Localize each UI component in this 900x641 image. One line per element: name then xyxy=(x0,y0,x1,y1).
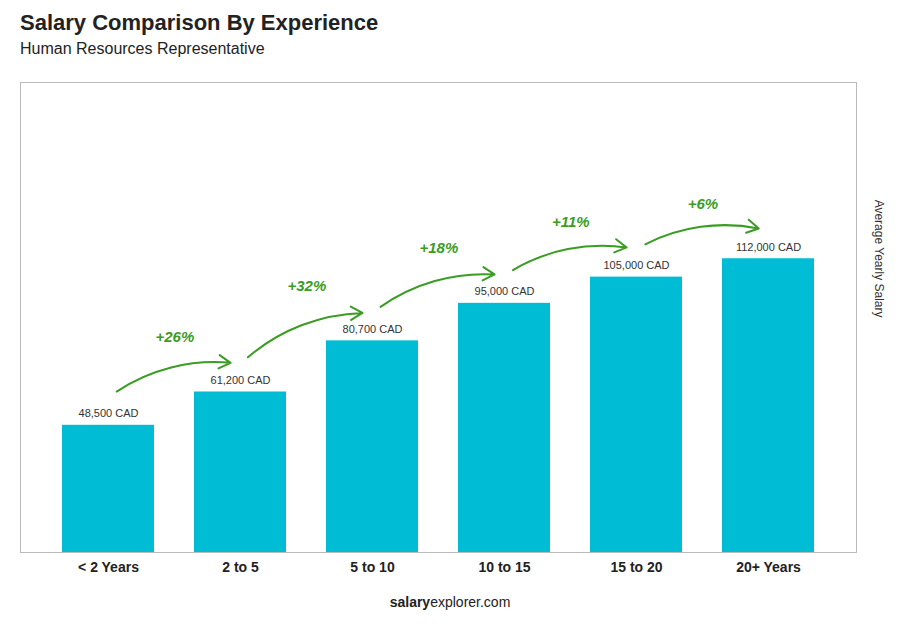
svg-text:5 to 10: 5 to 10 xyxy=(350,559,395,575)
svg-text:+26%: +26% xyxy=(155,328,194,345)
svg-text:105,000 CAD: 105,000 CAD xyxy=(603,259,669,271)
html-text:Salary Comparison By Experienc: Salary Comparison By Experience xyxy=(20,10,379,35)
svg-text:< 2 Years: < 2 Years xyxy=(78,559,139,575)
svg-text:+11%: +11% xyxy=(552,213,590,230)
svg-text:48,500 CAD: 48,500 CAD xyxy=(79,407,139,419)
svg-text:80,700 CAD: 80,700 CAD xyxy=(343,323,403,335)
svg-text:10 to 15: 10 to 15 xyxy=(478,559,530,575)
svg-text:61,200 CAD: 61,200 CAD xyxy=(211,374,271,386)
svg-text:15 to 20: 15 to 20 xyxy=(610,559,662,575)
svg-text:20+ Years: 20+ Years xyxy=(736,559,801,575)
html-text:salary explorer.com: salary explorer.com xyxy=(389,594,511,610)
svg-text:+6%: +6% xyxy=(688,195,718,212)
svg-text:Average Yearly Salary: Average Yearly Salary xyxy=(872,200,886,318)
svg-text:2 to 5: 2 to 5 xyxy=(222,559,259,575)
svg-text:112,000 CAD: 112,000 CAD xyxy=(736,241,801,253)
svg-text:95,000 CAD: 95,000 CAD xyxy=(475,285,535,297)
svg-text:+32%: +32% xyxy=(287,277,326,294)
svg-text:+18%: +18% xyxy=(419,239,458,256)
html-text:Human Resources Representative: Human Resources Representative xyxy=(20,40,265,57)
